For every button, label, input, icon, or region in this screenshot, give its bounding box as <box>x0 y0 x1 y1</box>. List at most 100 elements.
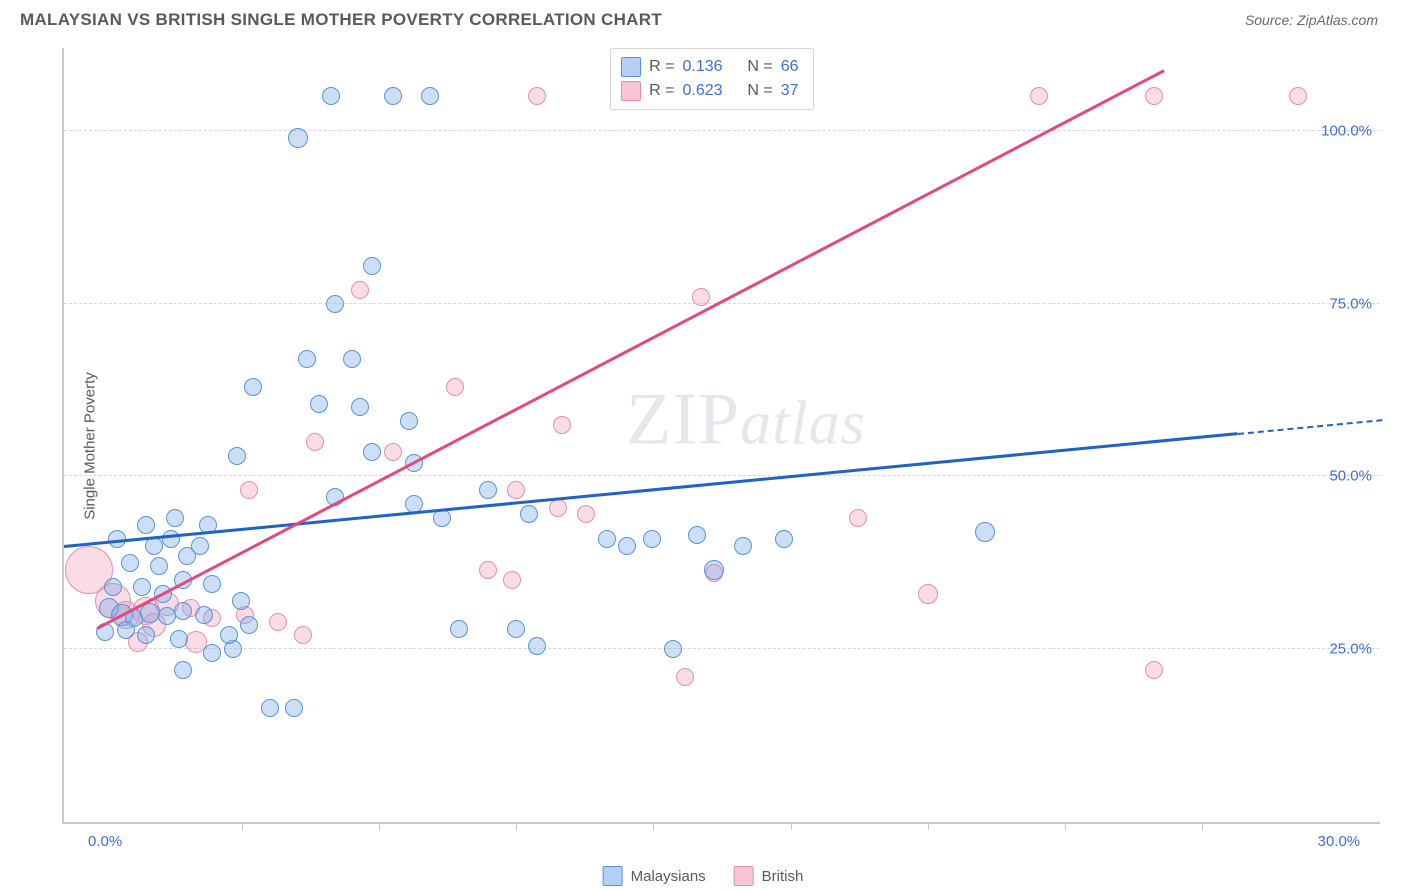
malaysians-point <box>507 620 525 638</box>
plot-region: ZIPatlas 25.0%50.0%75.0%100.0%0.0%30.0%R… <box>62 48 1380 824</box>
malaysians-point <box>288 128 308 148</box>
malaysians-point <box>343 350 361 368</box>
british-point <box>1030 87 1048 105</box>
malaysians-point <box>326 295 344 313</box>
source-attribution: Source: ZipAtlas.com <box>1245 12 1378 28</box>
malaysians-point <box>351 398 369 416</box>
malaysians-point <box>104 578 122 596</box>
chart-area: Single Mother Poverty ZIPatlas 25.0%50.0… <box>20 40 1384 852</box>
chart-title: MALAYSIAN VS BRITISH SINGLE MOTHER POVER… <box>20 10 662 30</box>
x-tick <box>1065 822 1066 830</box>
n-label: N = <box>747 82 772 100</box>
malaysians-point <box>618 537 636 555</box>
n-label: N = <box>747 58 772 76</box>
stats-box: R = 0.136 N = 66 R = 0.623 N = 37 <box>610 48 813 110</box>
legend: Malaysians British <box>603 866 804 886</box>
british-point <box>528 87 546 105</box>
british-point <box>1145 661 1163 679</box>
malaysians-point <box>479 481 497 499</box>
malaysians-point <box>688 526 706 544</box>
malaysians-point <box>775 530 793 548</box>
r-label: R = <box>649 82 674 100</box>
gridline <box>64 475 1380 476</box>
malaysians-point <box>191 537 209 555</box>
british-point <box>1289 87 1307 105</box>
malaysians-point <box>220 626 238 644</box>
british-point <box>849 509 867 527</box>
british-point <box>692 288 710 306</box>
malaysians-point <box>261 699 279 717</box>
gridline <box>64 648 1380 649</box>
watermark-atlas: atlas <box>740 389 866 457</box>
n-value: 66 <box>781 58 799 76</box>
malaysians-point <box>166 509 184 527</box>
malaysians-point <box>322 87 340 105</box>
british-point <box>294 626 312 644</box>
british-point <box>240 481 258 499</box>
r-value: 0.623 <box>682 82 722 100</box>
malaysians-point <box>174 661 192 679</box>
british-point <box>479 561 497 579</box>
malaysians-point <box>137 516 155 534</box>
malaysians-point <box>203 575 221 593</box>
malaysians-point <box>162 530 180 548</box>
malaysians-point <box>285 699 303 717</box>
malaysians-point <box>734 537 752 555</box>
british-point <box>306 433 324 451</box>
british-point <box>676 668 694 686</box>
malaysians-point <box>310 395 328 413</box>
r-value: 0.136 <box>682 58 722 76</box>
malaysians-point <box>203 644 221 662</box>
malaysians-point <box>244 378 262 396</box>
malaysians-point <box>240 616 258 634</box>
legend-item-malaysians: Malaysians <box>603 866 706 886</box>
x-tick <box>242 822 243 830</box>
malaysians-point <box>664 640 682 658</box>
n-value: 37 <box>781 82 799 100</box>
malaysians-point <box>421 87 439 105</box>
malaysians-point <box>158 607 176 625</box>
malaysians-point <box>174 602 192 620</box>
malaysians-point <box>117 621 135 639</box>
y-tick-label: 75.0% <box>1319 295 1372 312</box>
british-point <box>384 443 402 461</box>
x-tick <box>653 822 654 830</box>
malaysians-point <box>975 522 995 542</box>
legend-label: Malaysians <box>631 868 706 885</box>
malaysians-point <box>598 530 616 548</box>
x-tick-label: 30.0% <box>1318 833 1361 850</box>
british-point <box>507 481 525 499</box>
malaysians-point <box>384 87 402 105</box>
british-point <box>269 613 287 631</box>
x-tick <box>928 822 929 830</box>
y-tick-label: 50.0% <box>1319 468 1372 485</box>
x-tick-label: 0.0% <box>88 833 122 850</box>
x-tick <box>379 822 380 830</box>
y-tick-label: 100.0% <box>1311 122 1372 139</box>
british-point <box>577 505 595 523</box>
british-point <box>446 378 464 396</box>
british-point <box>553 416 571 434</box>
malaysians-swatch-icon <box>603 866 623 886</box>
watermark: ZIPatlas <box>626 377 866 462</box>
r-label: R = <box>649 58 674 76</box>
x-tick <box>516 822 517 830</box>
legend-label: British <box>762 868 804 885</box>
malaysians-point <box>137 626 155 644</box>
malaysians-point <box>298 350 316 368</box>
malaysians-point <box>133 578 151 596</box>
british-point <box>549 499 567 517</box>
malaysians-point <box>704 560 724 580</box>
gridline <box>64 130 1380 131</box>
malaysians-point <box>170 630 188 648</box>
watermark-zip: ZIP <box>626 378 740 460</box>
malaysians-point <box>228 447 246 465</box>
malaysians-point <box>195 606 213 624</box>
stats-row-british: R = 0.623 N = 37 <box>621 79 798 103</box>
malaysians-point <box>400 412 418 430</box>
malaysians-point <box>121 554 139 572</box>
y-tick-label: 25.0% <box>1319 641 1372 658</box>
british-point <box>351 281 369 299</box>
british-point <box>503 571 521 589</box>
malaysians-point <box>520 505 538 523</box>
